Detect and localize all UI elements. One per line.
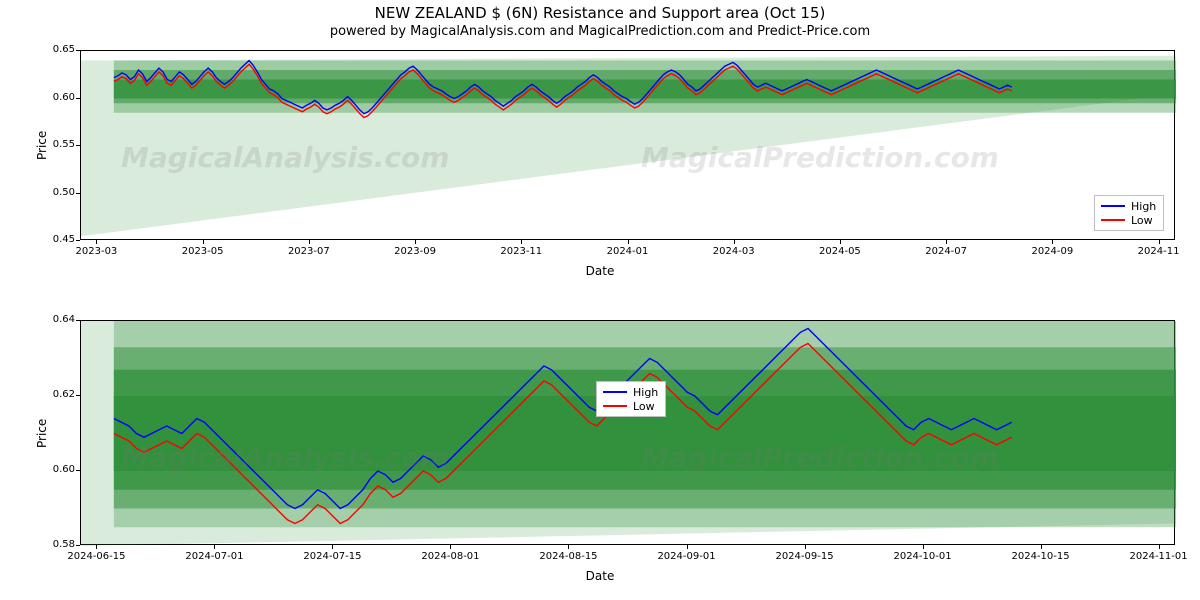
legend-label: High [1131, 200, 1156, 213]
figure: NEW ZEALAND $ (6N) Resistance and Suppor… [0, 0, 1200, 600]
y-axis-label: Price [35, 418, 49, 447]
y-tick-label: 0.58 [45, 539, 75, 550]
y-tick-label: 0.50 [45, 187, 75, 198]
x-tick-label: 2024-03 [704, 246, 764, 257]
x-tick-label: 2023-09 [385, 246, 445, 257]
legend-label: High [633, 386, 658, 399]
y-tick-label: 0.60 [45, 92, 75, 103]
x-tick-label: 2024-09-15 [775, 551, 835, 562]
top-chart-panel: MagicalAnalysis.com MagicalPrediction.co… [80, 50, 1175, 240]
legend-swatch-high [603, 391, 627, 393]
x-tick-label: 2024-05 [810, 246, 870, 257]
x-tick-label: 2024-10-01 [893, 551, 953, 562]
x-tick-label: 2024-01 [598, 246, 658, 257]
legend-item-high: High [1101, 199, 1157, 213]
x-tick-label: 2023-11 [491, 246, 551, 257]
x-axis-label: Date [0, 569, 1200, 583]
bottom-chart-panel: MagicalAnalysis.com MagicalPrediction.co… [80, 320, 1175, 545]
legend-item-low: Low [603, 399, 659, 413]
y-tick-label: 0.64 [45, 314, 75, 325]
legend-swatch-low [603, 405, 627, 407]
legend: High Low [596, 381, 666, 417]
x-tick-label: 2023-07 [279, 246, 339, 257]
legend-label: Low [633, 400, 655, 413]
x-tick-label: 2024-11 [1129, 246, 1189, 257]
x-tick-label: 2023-03 [66, 246, 126, 257]
legend-label: Low [1131, 214, 1153, 227]
y-tick-label: 0.55 [45, 139, 75, 150]
x-tick-label: 2024-09-01 [657, 551, 717, 562]
y-tick-label: 0.45 [45, 234, 75, 245]
bottom-chart-svg [81, 321, 1176, 546]
legend: High Low [1094, 195, 1164, 231]
x-tick-label: 2024-07-01 [184, 551, 244, 562]
x-tick-label: 2024-10-15 [1011, 551, 1071, 562]
x-tick-label: 2024-09 [1022, 246, 1082, 257]
y-tick-label: 0.62 [45, 389, 75, 400]
chart-title: NEW ZEALAND $ (6N) Resistance and Suppor… [0, 4, 1200, 22]
x-tick-label: 2024-11-01 [1129, 551, 1189, 562]
x-tick-label: 2024-06-15 [66, 551, 126, 562]
x-tick-label: 2024-07 [916, 246, 976, 257]
x-tick-label: 2024-08-15 [538, 551, 598, 562]
legend-swatch-high [1101, 205, 1125, 207]
y-tick-label: 0.65 [45, 44, 75, 55]
legend-item-high: High [603, 385, 659, 399]
top-chart-svg [81, 51, 1176, 241]
legend-item-low: Low [1101, 213, 1157, 227]
legend-swatch-low [1101, 219, 1125, 221]
x-tick-label: 2024-08-01 [420, 551, 480, 562]
chart-subtitle: powered by MagicalAnalysis.com and Magic… [0, 24, 1200, 39]
x-axis-label: Date [0, 264, 1200, 278]
x-tick-label: 2023-05 [173, 246, 233, 257]
x-tick-label: 2024-07-15 [302, 551, 362, 562]
y-tick-label: 0.60 [45, 464, 75, 475]
